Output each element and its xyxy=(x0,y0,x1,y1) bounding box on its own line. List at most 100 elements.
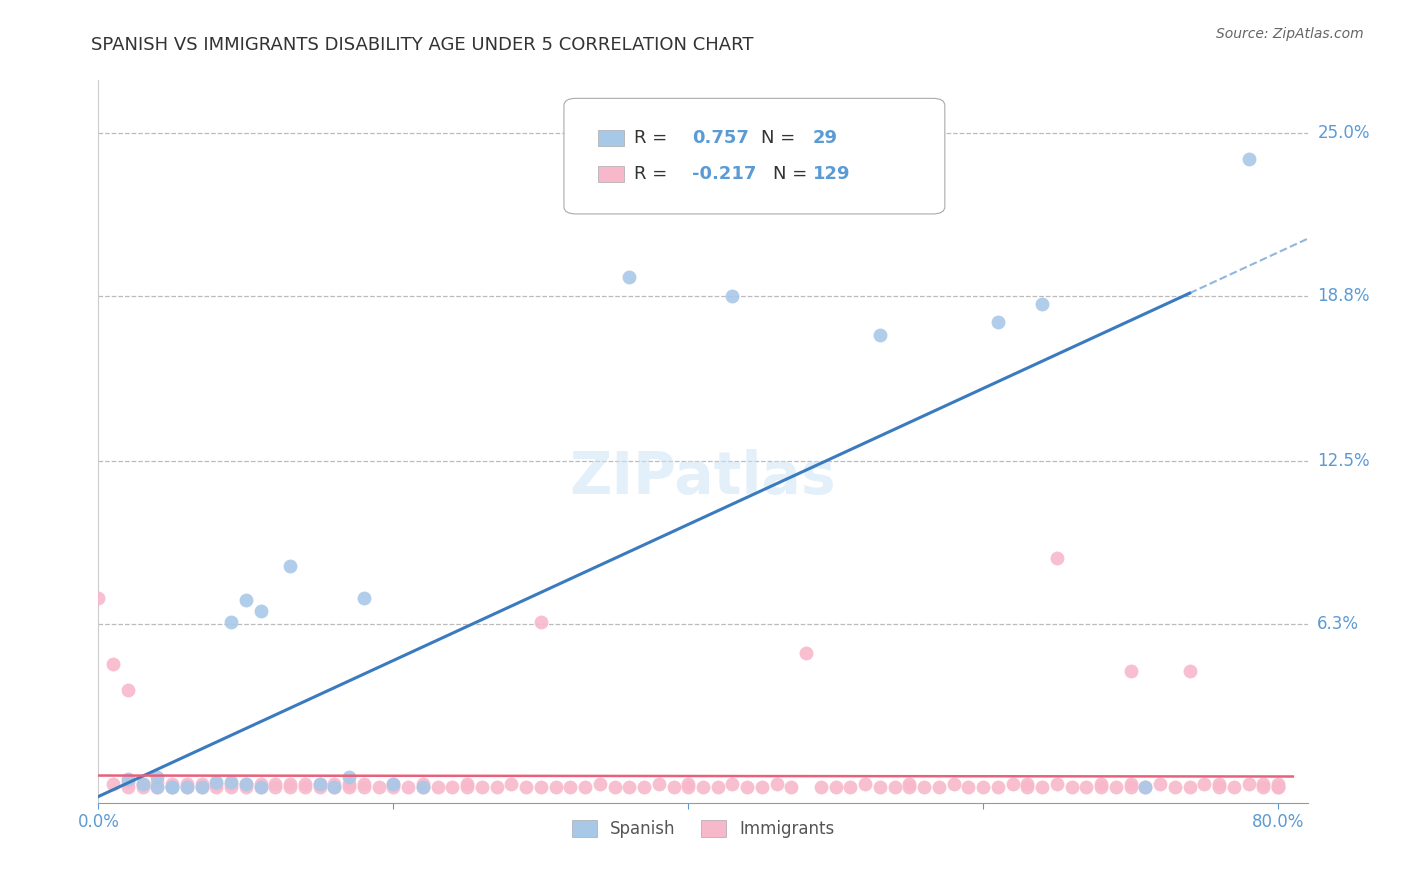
Point xyxy=(278,559,301,574)
Point xyxy=(515,780,537,794)
Point xyxy=(574,780,596,794)
Point xyxy=(1017,780,1039,794)
Point xyxy=(160,780,183,794)
Point xyxy=(1031,296,1053,310)
Point xyxy=(219,780,242,794)
Point xyxy=(117,772,139,786)
Point xyxy=(367,780,389,794)
Point xyxy=(87,591,110,605)
Point xyxy=(1105,780,1128,794)
Text: 29: 29 xyxy=(813,129,838,147)
Point xyxy=(323,777,346,791)
Point xyxy=(396,780,419,794)
Point xyxy=(662,780,685,794)
Point xyxy=(278,777,301,791)
Point xyxy=(160,780,183,794)
Point xyxy=(1090,780,1112,794)
Point xyxy=(1164,780,1187,794)
Text: ZIPatlas: ZIPatlas xyxy=(569,450,837,506)
Point xyxy=(1119,777,1142,791)
Point xyxy=(957,780,980,794)
Point xyxy=(1178,780,1201,794)
Point xyxy=(721,777,744,791)
Point xyxy=(869,328,891,343)
Point xyxy=(294,777,316,791)
Point xyxy=(530,615,553,629)
Point xyxy=(501,777,523,791)
Point xyxy=(117,682,139,697)
Point xyxy=(235,593,257,607)
Point xyxy=(1076,780,1098,794)
Point xyxy=(146,780,169,794)
Point xyxy=(249,780,271,794)
FancyBboxPatch shape xyxy=(598,166,624,182)
Point xyxy=(619,270,641,285)
Point xyxy=(780,780,803,794)
Point xyxy=(678,777,700,791)
Point xyxy=(765,777,787,791)
Point xyxy=(471,780,494,794)
Point xyxy=(412,777,434,791)
Point xyxy=(176,780,198,794)
Point xyxy=(278,780,301,794)
Legend: Spanish, Immigrants: Spanish, Immigrants xyxy=(565,814,841,845)
Point xyxy=(131,777,153,791)
Text: 129: 129 xyxy=(813,165,851,183)
Text: 18.8%: 18.8% xyxy=(1317,286,1369,305)
Point xyxy=(1237,152,1260,166)
Point xyxy=(1046,777,1069,791)
Point xyxy=(794,646,817,660)
Point xyxy=(337,770,360,784)
Point xyxy=(1135,780,1157,794)
Point xyxy=(1060,780,1083,794)
Point xyxy=(987,315,1010,329)
Point xyxy=(678,780,700,794)
Point xyxy=(1090,777,1112,791)
Point xyxy=(1208,777,1230,791)
Point xyxy=(146,770,169,784)
Point xyxy=(160,777,183,791)
Point xyxy=(456,780,478,794)
Point xyxy=(308,780,330,794)
Point xyxy=(337,777,360,791)
Point xyxy=(942,777,965,791)
FancyBboxPatch shape xyxy=(598,130,624,146)
Point xyxy=(706,780,728,794)
Point xyxy=(721,289,744,303)
Point xyxy=(205,780,228,794)
Point xyxy=(146,774,169,789)
Point xyxy=(912,780,935,794)
Point xyxy=(589,777,612,791)
Text: Source: ZipAtlas.com: Source: ZipAtlas.com xyxy=(1216,27,1364,41)
FancyBboxPatch shape xyxy=(564,98,945,214)
Point xyxy=(485,780,508,794)
Point xyxy=(1253,780,1275,794)
Point xyxy=(1223,780,1246,794)
Point xyxy=(1119,665,1142,679)
Point xyxy=(692,780,714,794)
Text: 6.3%: 6.3% xyxy=(1317,615,1360,633)
Point xyxy=(426,780,449,794)
Point xyxy=(249,780,271,794)
Point xyxy=(190,780,212,794)
Point xyxy=(1194,777,1216,791)
Point xyxy=(382,777,405,791)
Point xyxy=(323,780,346,794)
Point xyxy=(853,777,876,791)
Point xyxy=(883,780,905,794)
Point xyxy=(353,591,375,605)
Point xyxy=(382,777,405,791)
Point xyxy=(456,777,478,791)
Point xyxy=(146,780,169,794)
Point xyxy=(810,780,832,794)
Point xyxy=(190,777,212,791)
Point xyxy=(1267,780,1289,794)
Point xyxy=(530,780,553,794)
Point xyxy=(176,780,198,794)
Point xyxy=(160,780,183,794)
Text: N =: N = xyxy=(761,129,801,147)
Point xyxy=(205,774,228,789)
Text: 25.0%: 25.0% xyxy=(1317,124,1369,142)
Text: 12.5%: 12.5% xyxy=(1317,452,1369,470)
Point xyxy=(190,780,212,794)
